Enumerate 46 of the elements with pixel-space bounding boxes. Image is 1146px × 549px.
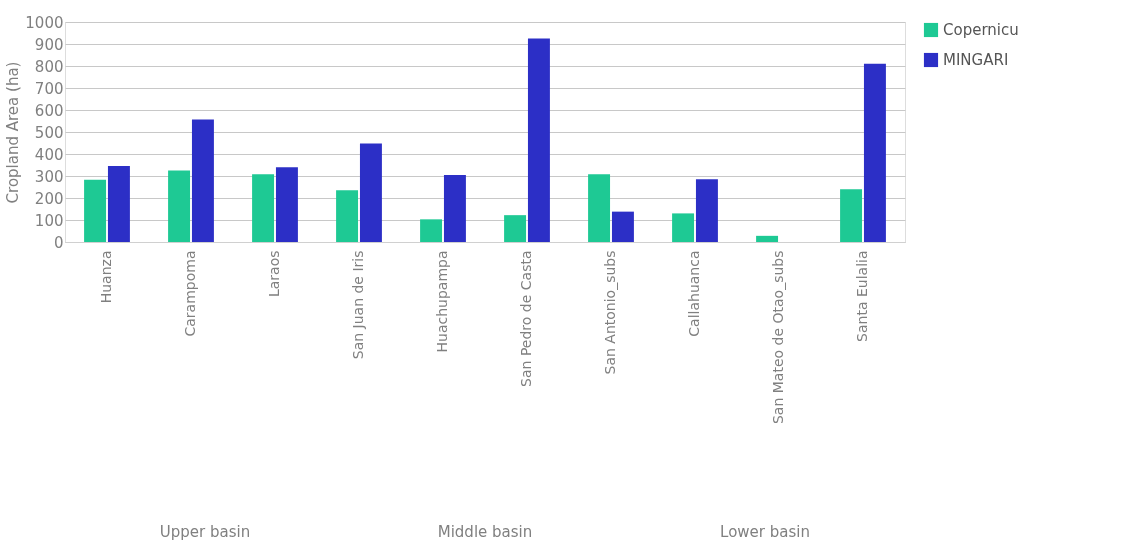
x-tick-label: Huachupampa [434, 250, 450, 353]
bar [588, 174, 611, 242]
y-tick-label: 800 [34, 57, 64, 76]
bar [107, 166, 130, 242]
x-tick-label: Santa Eulalia [854, 250, 870, 342]
bar [443, 174, 466, 242]
y-tick-label: 300 [34, 167, 64, 186]
x-tick-label: San Mateo de Otao_subs [770, 250, 786, 425]
bar [840, 189, 863, 242]
bar [504, 215, 527, 242]
bar [527, 38, 550, 242]
bar [275, 167, 298, 242]
y-tick-label: 600 [34, 101, 64, 120]
bar [672, 213, 695, 242]
x-tick-label: Laraos [266, 250, 282, 298]
x-tick-label: Callahuanca [686, 250, 702, 337]
text: Lower basin [720, 523, 810, 541]
y-axis-title: Cropland Area (ha) [4, 61, 23, 204]
x-tick-label: San Juan de Iris [350, 250, 366, 360]
legend-label: Copernicu [943, 21, 1019, 39]
bar [695, 179, 718, 242]
bar [611, 211, 634, 242]
bar [359, 143, 382, 242]
bar [863, 63, 886, 242]
bar [336, 190, 359, 242]
x-tick-label: San Pedro de Casta [518, 250, 534, 387]
bar [756, 235, 779, 242]
legend-label: MINGARI [943, 51, 1009, 69]
y-tick-label: 100 [34, 211, 64, 230]
x-tick-label: Carampoma [182, 250, 198, 337]
x-tick-label: Huanza [98, 250, 114, 304]
bar [168, 170, 191, 242]
y-tick-label: 400 [34, 145, 64, 164]
y-tick-label: 1000 [25, 13, 64, 32]
y-tick-label: 200 [34, 189, 64, 208]
y-tick-label: 900 [34, 35, 64, 54]
bar [84, 179, 107, 242]
bar [252, 174, 275, 242]
bar [191, 119, 214, 242]
text: Upper basin [159, 523, 251, 541]
y-tick-label: 700 [34, 79, 64, 98]
y-tick-label: 500 [34, 123, 64, 142]
y-tick-label: 0 [53, 233, 64, 252]
bar [420, 219, 443, 242]
text: Middle basin [437, 523, 533, 541]
x-tick-label: San Antonio_subs [602, 250, 618, 375]
